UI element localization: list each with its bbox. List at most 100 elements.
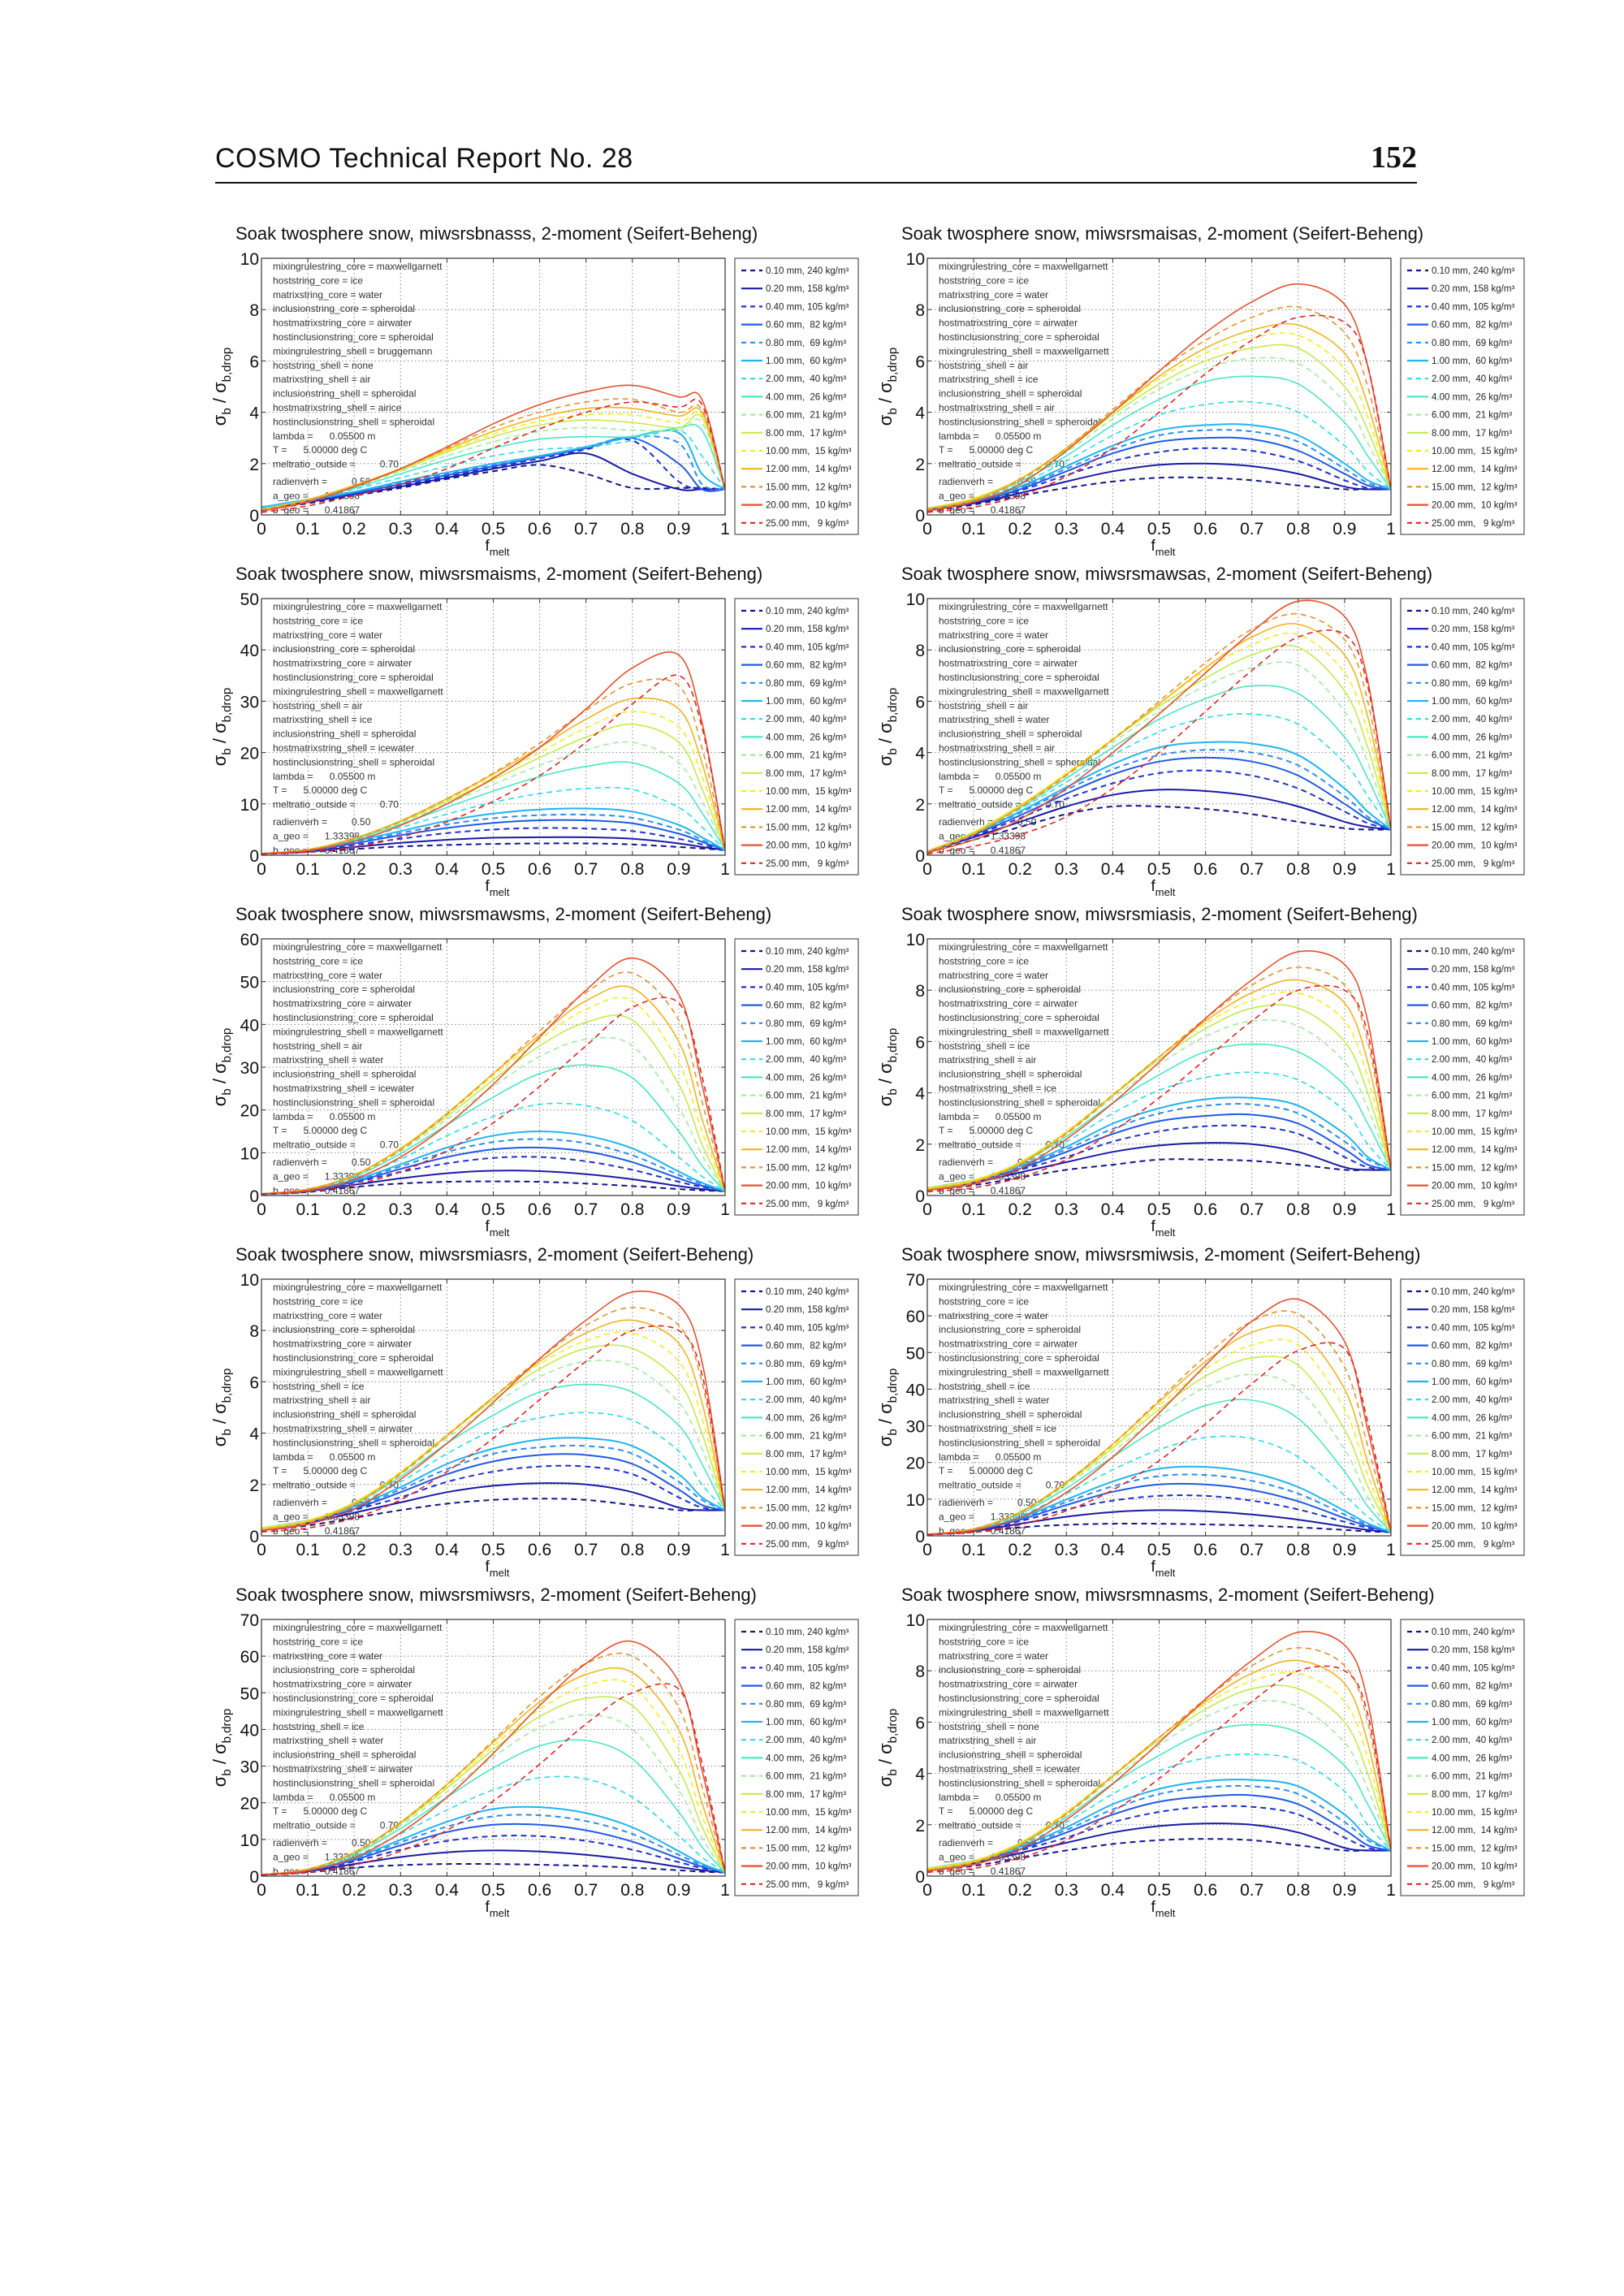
series-line-11 (927, 1325, 1391, 1535)
x-tick-label: 0.5 (1147, 1200, 1171, 1219)
legend-label: 1.00 mm, 60 kg/m³ (766, 1377, 846, 1387)
series-line-12 (927, 1310, 1391, 1535)
series-line-14 (927, 314, 1391, 513)
x-tick-label: 0.2 (343, 860, 366, 879)
chart-title: Soak twosphere snow, miwsrsmawsas, 2-mom… (901, 564, 1433, 584)
series-line-1 (261, 1849, 725, 1876)
legend-label: 12.00 mm, 14 kg/m³ (766, 465, 852, 474)
legend-label: 6.00 mm, 21 kg/m³ (1432, 1092, 1512, 1101)
x-tick-label: 0.1 (961, 1541, 985, 1559)
parameter-annotation: inclusionstring_core = spheroidal (273, 1664, 415, 1676)
parameter-annotation: meltratio_outside = 0.70 (939, 1139, 1065, 1151)
series-line-4 (261, 1444, 725, 1531)
parameter-annotation: hostmatrixstring_shell = ice (939, 1423, 1056, 1434)
legend-label: 12.00 mm, 14 kg/m³ (1432, 465, 1518, 474)
legend-label: 1.00 mm, 60 kg/m³ (1432, 1718, 1512, 1727)
legend-label: 6.00 mm, 21 kg/m³ (766, 751, 846, 761)
series-line-0 (261, 1180, 725, 1196)
legend-label: 20.00 mm, 10 kg/m³ (1432, 1182, 1518, 1191)
y-axis-label: σb / σb,drop (875, 348, 900, 426)
parameter-annotation: T = 5.00000 deg C (939, 1465, 1034, 1477)
x-tick-label: 0.7 (1240, 860, 1263, 879)
x-tick-label: 0.8 (620, 1541, 644, 1559)
parameter-annotation: mixingrulestring_core = maxwellgarnett (273, 1282, 443, 1293)
legend-label: 2.00 mm, 40 kg/m³ (1432, 1395, 1512, 1405)
parameter-annotation: hostinclusionstring_core = spheroidal (939, 1693, 1099, 1704)
y-tick-label: 6 (915, 693, 925, 711)
series-line-2 (261, 438, 725, 510)
parameter-annotation: mixingrulestring_shell = maxwellgarnett (273, 1026, 443, 1037)
legend-label: 8.00 mm, 17 kg/m³ (1432, 429, 1512, 439)
parameter-annotation: hostmatrixstring_shell = icewater (273, 742, 414, 754)
parameter-annotation: matrixstring_shell = water (939, 714, 1049, 725)
parameter-annotation: matrixstring_shell = ice (273, 714, 373, 725)
legend-label: 0.40 mm, 105 kg/m³ (1432, 642, 1514, 652)
parameter-annotation: inclusionstring_shell = spheroidal (273, 388, 416, 400)
parameter-annotation: inclusionstring_core = spheroidal (939, 1664, 1081, 1676)
series-line-4 (927, 1103, 1391, 1191)
x-tick-label: 0.8 (1286, 1881, 1310, 1900)
parameter-annotation: lambda = 0.05500 m (939, 1111, 1041, 1122)
x-tick-label: 0.2 (343, 1881, 366, 1900)
parameter-annotation: matrixstring_shell = air (939, 1735, 1036, 1746)
legend-label: 0.10 mm, 240 kg/m³ (1432, 266, 1514, 276)
y-axis-label: σb / σb,drop (875, 1709, 900, 1787)
x-tick-label: 0.9 (1332, 1200, 1356, 1219)
x-tick-label: 0.4 (435, 1200, 460, 1219)
parameter-annotation: hostmatrixstring_core = airwater (273, 658, 412, 669)
series-line-2 (927, 1124, 1391, 1191)
series-line-4 (927, 749, 1391, 853)
legend-label: 0.20 mm, 158 kg/m³ (1432, 965, 1514, 975)
x-tick-label: 0.9 (667, 1881, 690, 1900)
legend-label: 0.60 mm, 82 kg/m³ (766, 1682, 846, 1692)
y-tick-label: 30 (240, 1059, 259, 1078)
legend-label: 15.00 mm, 12 kg/m³ (1432, 1844, 1518, 1853)
legend-label: 25.00 mm, 9 kg/m³ (766, 1880, 849, 1890)
x-tick-label: 0 (922, 860, 932, 879)
x-tick-label: 0.5 (1147, 520, 1171, 538)
series-line-5 (261, 1437, 725, 1529)
x-tick-label: 0 (257, 1881, 266, 1900)
y-tick-label: 0 (915, 847, 925, 866)
legend-label: 2.00 mm, 40 kg/m³ (1432, 374, 1512, 384)
y-axis-label: σb / σb,drop (209, 688, 234, 766)
series-group (927, 1631, 1391, 1874)
legend-label: 1.00 mm, 60 kg/m³ (1432, 357, 1512, 366)
parameter-annotation: hoststring_core = ice (273, 1295, 363, 1307)
legend-label: 2.00 mm, 40 kg/m³ (766, 1055, 846, 1065)
x-tick-label: 0.1 (961, 1881, 985, 1900)
x-axis-label: fmelt (1151, 1559, 1176, 1579)
series-line-10 (927, 1671, 1391, 1870)
x-tick-label: 0.4 (1101, 1200, 1125, 1219)
series-line-13 (927, 1298, 1391, 1535)
parameter-annotation: hostmatrixstring_shell = air (939, 402, 1055, 413)
parameter-annotation: hostinclusionstring_core = spheroidal (939, 331, 1099, 343)
chart-title: Soak twosphere snow, miwsrsbnasss, 2-mom… (235, 223, 758, 244)
series-line-10 (261, 410, 725, 511)
x-tick-label: 0 (922, 1200, 932, 1219)
y-tick-label: 8 (915, 642, 925, 660)
chart-panel: Soak twosphere snow, miwsrsmawsas, 2-mom… (869, 564, 1543, 905)
series-line-6 (927, 1753, 1391, 1870)
parameter-annotation: matrixstring_core = water (273, 970, 382, 981)
parameter-annotation: hostmatrixstring_core = airwater (273, 1679, 412, 1690)
chart-title: Soak twosphere snow, miwsrsmiasis, 2-mom… (901, 904, 1418, 924)
chart-title: Soak twosphere snow, miwsrsmaisas, 2-mom… (901, 223, 1424, 244)
legend-label: 0.60 mm, 82 kg/m³ (1432, 1001, 1512, 1011)
y-tick-label: 4 (915, 1766, 925, 1784)
legend-label: 4.00 mm, 26 kg/m³ (766, 1413, 846, 1423)
y-tick-label: 8 (915, 982, 925, 1001)
x-tick-label: 0 (257, 1200, 266, 1219)
x-tick-label: 0.3 (1055, 520, 1078, 538)
legend-label: 25.00 mm, 9 kg/m³ (766, 859, 849, 869)
legend: 0.10 mm, 240 kg/m³ 0.20 mm, 158 kg/m³ 0.40… (734, 598, 859, 876)
legend-label: 4.00 mm, 26 kg/m³ (766, 1073, 846, 1083)
parameter-annotation: hostinclusionstring_core = spheroidal (939, 1352, 1099, 1364)
chart-title: Soak twosphere snow, miwsrsmiwsis, 2-mom… (901, 1244, 1421, 1265)
y-tick-label: 20 (906, 1455, 925, 1473)
y-tick-label: 2 (915, 796, 925, 815)
y-tick-label: 0 (915, 1187, 925, 1206)
chart-panel: Soak twosphere snow, miwsrsbnasss, 2-mom… (203, 223, 877, 564)
parameter-annotation: meltratio_outside = 0.70 (273, 459, 399, 470)
